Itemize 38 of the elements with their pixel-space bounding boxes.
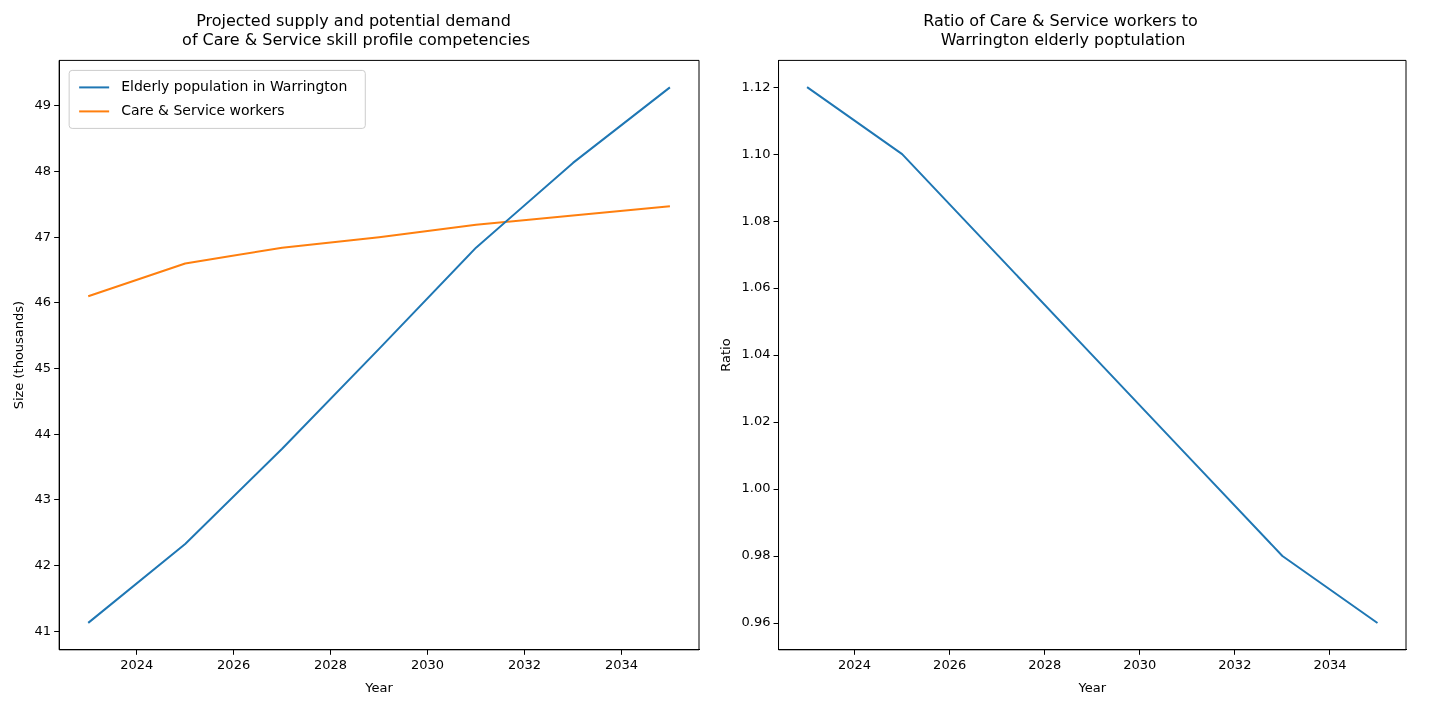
y-tick-label: 42 xyxy=(34,557,52,573)
x-tick-label: 2030 xyxy=(411,656,445,672)
y-tick-label: 44 xyxy=(34,425,52,441)
y-tick-label: 41 xyxy=(34,622,52,638)
x-tick-label: 2030 xyxy=(1123,656,1157,672)
x-tick-label: 2032 xyxy=(1218,656,1252,672)
x-tick-label: 2028 xyxy=(1028,656,1062,672)
x-tick-label: 2024 xyxy=(120,656,154,672)
y-tick-label: 47 xyxy=(34,228,52,244)
x-tick-label: 2032 xyxy=(507,656,542,672)
y-tick-label: 0.96 xyxy=(741,614,771,630)
y-tick-label: 48 xyxy=(34,162,52,178)
y-tick-label: 49 xyxy=(34,97,52,113)
legend-label: Care & Service workers xyxy=(121,102,285,119)
chart-title: Ratio of Care & Service workers to Warrington elderly poptulation xyxy=(923,10,1198,49)
y-tick-label: 1.06 xyxy=(741,279,771,295)
y-tick-label: 0.98 xyxy=(741,547,771,563)
x-tick-label: 2026 xyxy=(217,656,251,672)
x-tick-label: 2026 xyxy=(933,656,967,672)
x-tick-label: 2034 xyxy=(1313,656,1347,672)
y-tick-label: 1.12 xyxy=(741,78,771,94)
y-tick-label: 1.02 xyxy=(741,413,771,429)
chart-title: Projected supply and potential demand of Care & Service skill profile competencies xyxy=(176,10,531,49)
y-tick-label: 43 xyxy=(34,491,52,507)
y-tick-label: 45 xyxy=(34,359,52,375)
y-axis-title: Ratio xyxy=(718,338,734,372)
y-tick-label: 1.08 xyxy=(741,212,771,228)
x-tick-label: 2028 xyxy=(314,656,348,672)
x-axis-title: Year xyxy=(1077,679,1107,695)
x-tick-label: 2034 xyxy=(604,656,638,672)
y-tick-label: 1.10 xyxy=(741,145,771,161)
x-axis-title: Year xyxy=(364,679,394,695)
x-tick-label: 2024 xyxy=(838,656,872,672)
legend-label: Elderly population in Warrington xyxy=(121,78,348,95)
y-axis-title: Size (thousands) xyxy=(11,300,27,410)
y-tick-label: 46 xyxy=(34,294,52,310)
y-tick-label: 1.00 xyxy=(741,480,771,496)
y-tick-label: 1.04 xyxy=(741,346,771,362)
